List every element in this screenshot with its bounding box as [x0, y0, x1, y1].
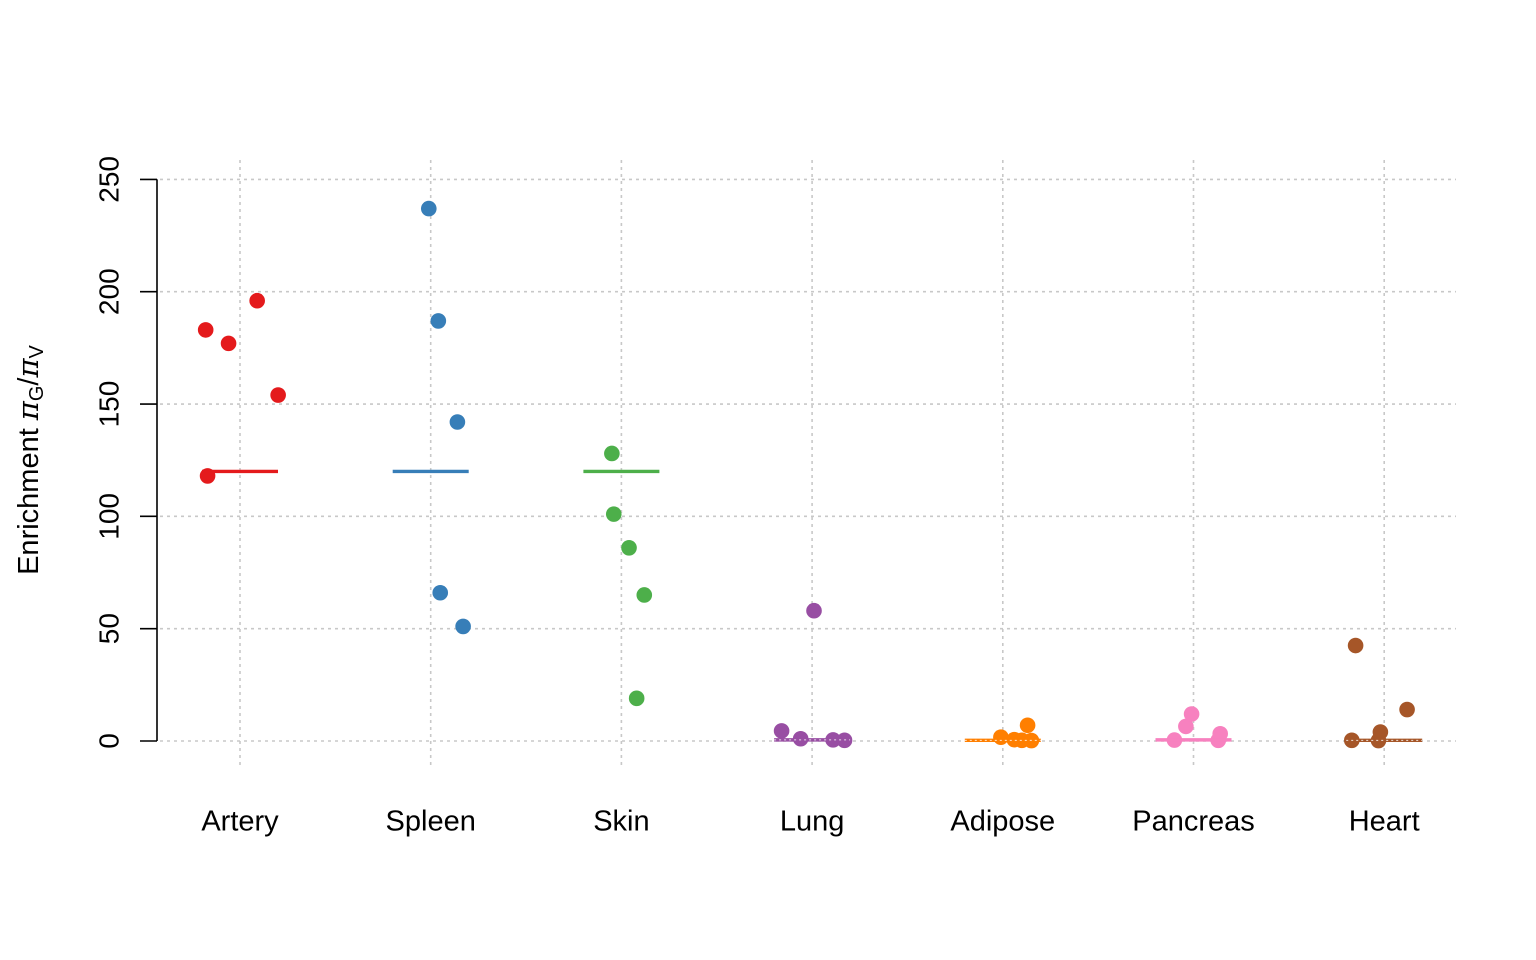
y-axis-title-separator: /	[13, 377, 45, 386]
point-heart-1	[1347, 637, 1364, 654]
series-adipose	[964, 717, 1041, 749]
x-tick-label-pancreas: Pancreas	[1132, 806, 1255, 838]
series-heart	[1343, 637, 1423, 749]
point-spleen-3	[449, 414, 466, 430]
point-adipose-1	[1019, 717, 1036, 734]
x-tick-label-skin: Skin	[593, 806, 649, 838]
y-axis-title-sub-g: G	[26, 386, 48, 402]
x-tick-label-spleen: Spleen	[386, 806, 476, 838]
series-spleen	[392, 200, 471, 635]
point-skin-5	[628, 690, 645, 707]
y-tick-label-100: 100	[93, 493, 124, 540]
series-skin	[583, 445, 660, 707]
x-tick-label-artery: Artery	[201, 806, 279, 838]
point-skin-2	[605, 506, 622, 522]
y-axis-title-prefix: Enrichment	[13, 420, 45, 575]
series-artery	[197, 292, 286, 484]
y-axis-title-pi-g: π	[11, 400, 45, 421]
point-pancreas-2	[1178, 718, 1194, 735]
point-skin-1	[604, 445, 620, 462]
y-axis-title-pi-v: π	[11, 357, 45, 378]
point-spleen-1	[420, 200, 437, 217]
point-lung-1	[806, 602, 822, 619]
x-tick-label-adipose: Adipose	[950, 806, 1055, 838]
y-axis-title: Enrichment πG/πV	[11, 344, 48, 574]
point-spleen-4	[432, 584, 449, 601]
grid-lines	[160, 160, 1456, 768]
series-pancreas	[1155, 706, 1232, 749]
svg-text:Enrichment πG/πV: Enrichment πG/πV	[11, 344, 48, 574]
x-axis-labels: Artery Spleen Skin Lung Adipose Pancreas Heart	[201, 806, 1419, 838]
point-pancreas-3	[1183, 706, 1200, 722]
chart-marks	[197, 200, 1423, 749]
y-tick-label-50: 50	[93, 613, 124, 644]
point-lung-2	[773, 723, 790, 739]
y-tick-label-250: 250	[93, 156, 124, 203]
y-tick-label-0: 0	[93, 733, 124, 749]
x-tick-label-heart: Heart	[1349, 806, 1420, 838]
point-artery-2	[220, 335, 237, 352]
series-lung	[773, 602, 853, 749]
point-adipose-2	[993, 729, 1009, 745]
point-artery-4	[270, 387, 286, 403]
point-spleen-2	[430, 313, 447, 329]
point-heart-2	[1399, 701, 1415, 718]
point-artery-3	[249, 292, 265, 309]
y-tick-label-200: 200	[93, 268, 124, 315]
y-axis-title-sub-v: V	[26, 344, 48, 358]
y-tick-label-150: 150	[93, 381, 124, 428]
y-axis: 0 50 100 150 200 250	[93, 156, 158, 749]
point-skin-4	[636, 587, 653, 603]
point-artery-1	[197, 322, 214, 338]
x-tick-label-lung: Lung	[780, 806, 845, 838]
point-spleen-5	[455, 618, 471, 635]
point-skin-3	[621, 540, 637, 556]
